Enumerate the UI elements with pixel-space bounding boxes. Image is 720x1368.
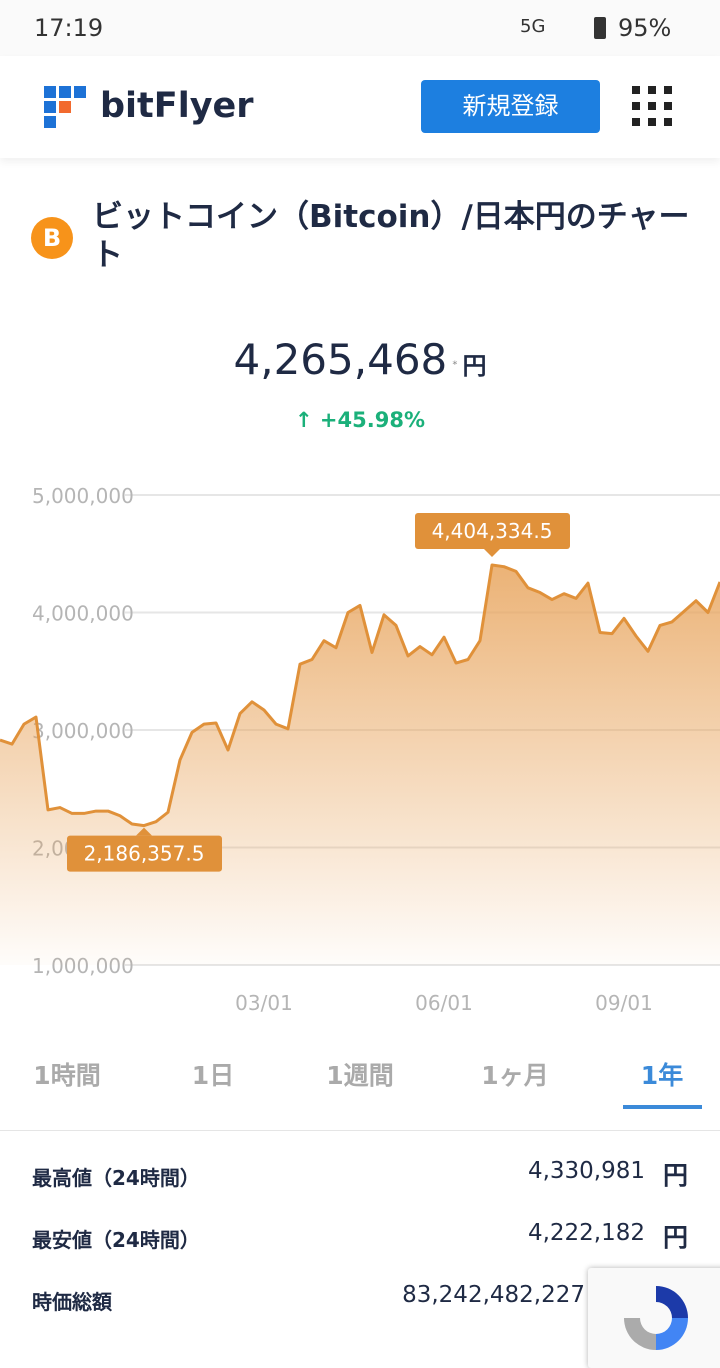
battery-icon	[594, 17, 606, 39]
price-change: ↑ +45.98%	[295, 408, 425, 432]
tab-underline	[623, 1105, 702, 1109]
battery: 95%	[618, 14, 672, 42]
stat-label: 最高値（24時間）	[32, 1166, 200, 1190]
stat-value: 4,222,182	[527, 1220, 645, 1246]
y-tick-label: 3,000,000	[32, 719, 134, 743]
stat-value: 4,330,981	[527, 1158, 645, 1184]
line	[0, 563, 720, 828]
tab[interactable]: 1年	[640, 1061, 684, 1090]
y-tick-label: 5,000,000	[32, 484, 134, 508]
stat-label: 時価総額	[32, 1290, 112, 1314]
y-tick-label: 4,000,000	[32, 602, 134, 626]
status-bar: 17:19 5G 95%	[0, 0, 720, 56]
divider	[0, 1130, 720, 1131]
x-tick-label: 09/01	[595, 991, 653, 1015]
tab[interactable]: 1日	[191, 1061, 235, 1090]
x-tick-label: 03/01	[235, 991, 293, 1015]
tab[interactable]: 1週間	[326, 1061, 394, 1090]
x-tick-label: 06/01	[415, 991, 473, 1015]
header: bitFlyer 新規登録	[0, 56, 720, 158]
time: 17:19	[34, 14, 104, 42]
stat-unit: 円	[662, 1161, 688, 1190]
price-note: *	[452, 359, 458, 371]
recaptcha-icon	[624, 1286, 688, 1350]
network: 5G	[520, 16, 546, 37]
svg-text:B: B	[43, 224, 61, 252]
page-title: ビットコイン（Bitcoin）/日本円のチャート	[92, 199, 690, 273]
bitcoin-icon: B	[31, 217, 73, 259]
value-label: 4,404,334.5	[432, 519, 553, 543]
logo[interactable]: bitFlyer	[100, 86, 254, 126]
recaptcha-badge[interactable]	[588, 1268, 720, 1368]
value-label: 2,186,357.5	[84, 842, 205, 866]
price-change-value: +45.98%	[319, 408, 425, 432]
stat-value: 83,242,482,227	[402, 1282, 585, 1308]
value-label-pointer	[136, 827, 152, 836]
value-label-box	[415, 512, 570, 549]
chart: 1,000,0002,000,0003,000,0004,000,0005,00…	[0, 484, 720, 1015]
value-label-pointer	[484, 548, 500, 557]
stat-label: 最安値（24時間）	[32, 1228, 200, 1252]
stat-unit: 円	[662, 1223, 688, 1252]
menu-icon[interactable]	[632, 86, 674, 128]
logo-icon	[44, 86, 86, 128]
price-block: 4,265,468 * 円	[0, 335, 720, 384]
value-label-box	[67, 835, 222, 872]
price-unit: 円	[462, 352, 487, 380]
signup-button[interactable]: 新規登録	[421, 80, 600, 133]
price: 4,265,468	[233, 335, 448, 384]
tab[interactable]: 1ヶ月	[481, 1061, 549, 1090]
tab[interactable]: 1時間	[33, 1061, 101, 1090]
